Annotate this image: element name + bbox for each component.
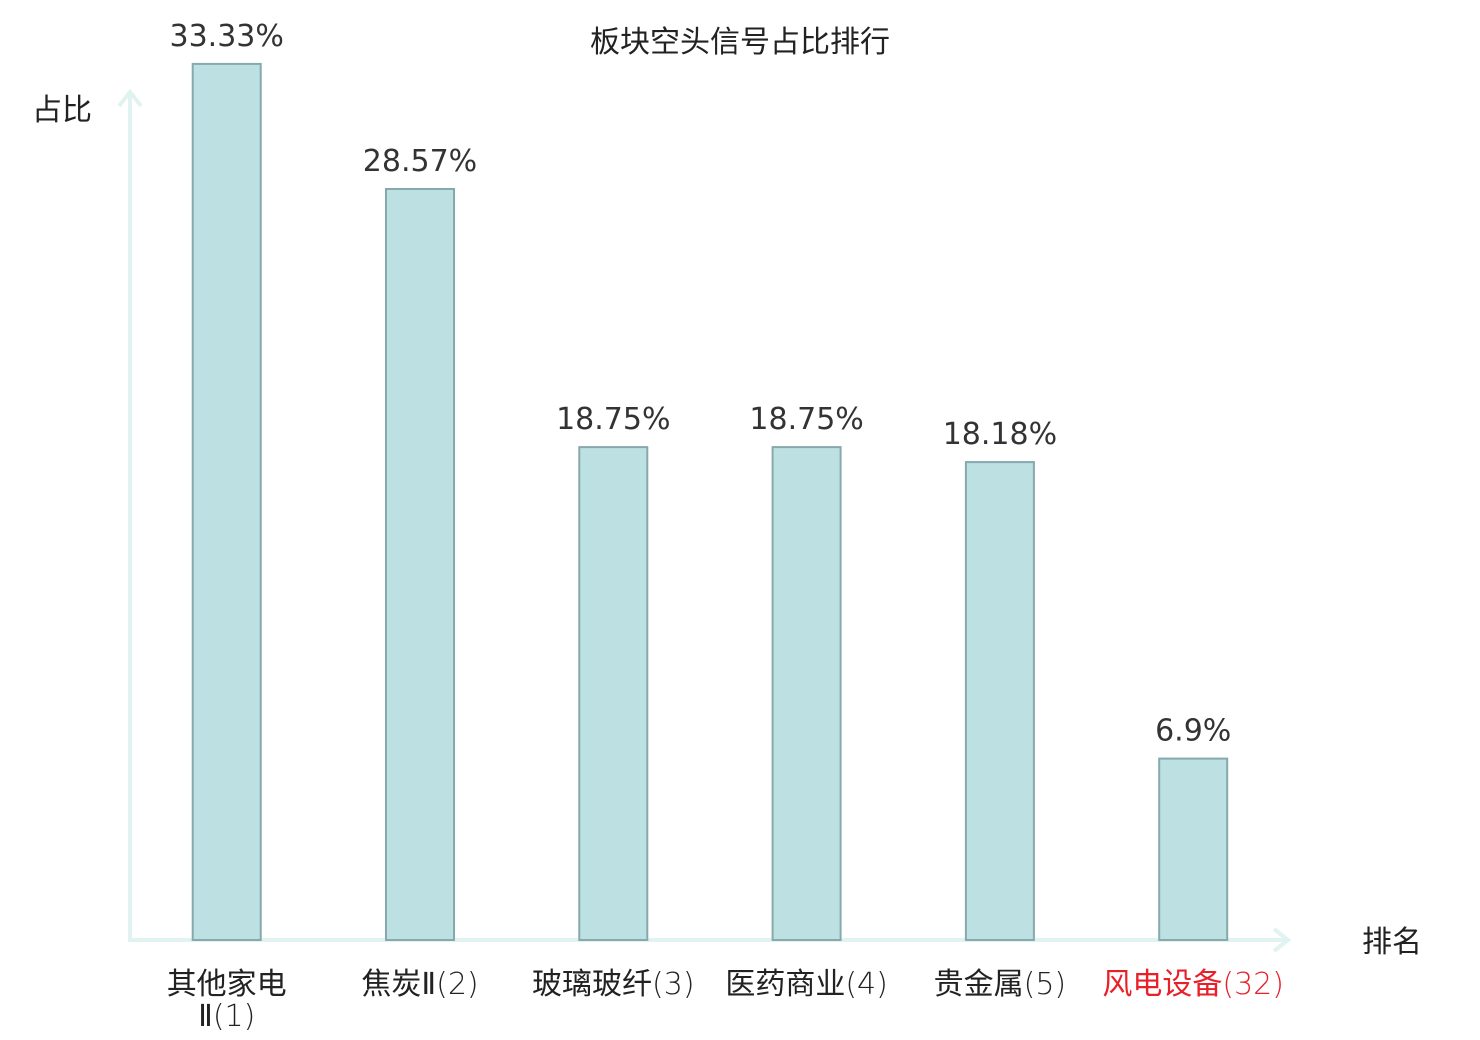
category-label-2: 焦炭Ⅱ(2) (361, 967, 478, 1002)
value-label-1: 33.33% (170, 19, 284, 54)
x-axis (128, 927, 1292, 953)
category-label-6: 风电设备(32) (1102, 967, 1284, 1002)
category-labels-group: 其他家电 Ⅱ(1) 焦炭Ⅱ(2) 玻璃玻纤(3) 医药商业(4) 贵金属(5) 风电设备(3… (167, 967, 1284, 1034)
value-label-6: 6.9% (1155, 714, 1231, 749)
bar-2 (385, 188, 455, 941)
category-label-5: 贵金属(5) (934, 967, 1067, 1002)
x-axis-label: 排名 (1362, 925, 1422, 960)
bars-group (191, 62, 1229, 941)
value-label-3: 18.75% (556, 402, 670, 437)
category-label-4: 医药商业(4) (725, 967, 888, 1002)
bar-6 (1158, 757, 1229, 941)
y-axis-label: 占比 (32, 93, 92, 128)
value-label-2: 28.57% (363, 144, 477, 179)
value-label-5: 18.18% (943, 417, 1057, 452)
category-label-3: 玻璃玻纤(3) (532, 967, 695, 1002)
category-label-1: 其他家电 Ⅱ(1) (167, 967, 287, 1034)
bar-3 (578, 446, 649, 941)
x-axis-arrow (1272, 927, 1292, 953)
chart-title: 板块空头信号占比排行 (590, 25, 890, 60)
y-axis (117, 88, 143, 940)
bar-4 (771, 446, 842, 941)
y-axis-arrow (117, 88, 143, 108)
value-labels-group: 33.33% 28.57% 18.75% 18.75% 18.18% 6.9% (170, 19, 1232, 749)
value-label-4: 18.75% (749, 402, 863, 437)
bar-1 (191, 62, 262, 941)
bar-5 (964, 461, 1035, 941)
